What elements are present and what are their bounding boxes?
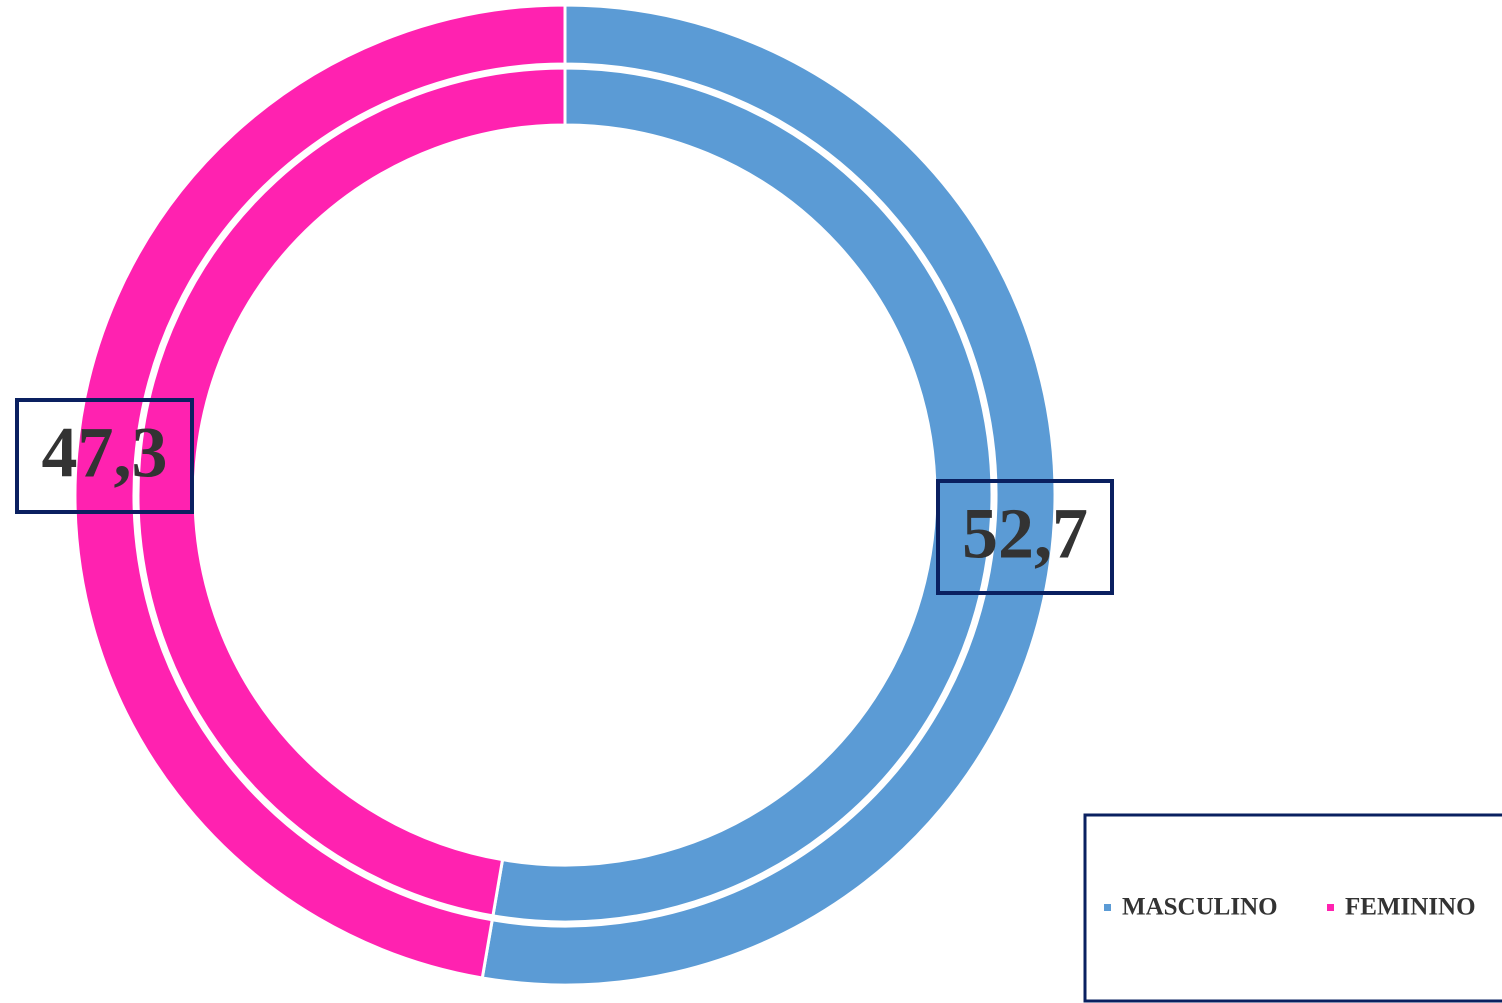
data-label-box	[15, 398, 194, 514]
donut-slice	[73, 3, 567, 980]
legend-marker	[1327, 904, 1334, 911]
legend-label: FEMININO	[1345, 894, 1476, 921]
legend-label: MASCULINO	[1122, 894, 1278, 921]
donut-slice	[136, 66, 567, 918]
legend-marker	[1104, 904, 1111, 911]
donut-slice	[491, 66, 994, 924]
data-label-box	[936, 479, 1114, 595]
data-label: 47,3	[42, 413, 168, 493]
data-label: 52,7	[962, 494, 1088, 574]
legend-box	[1083, 813, 1502, 1003]
donut-slice	[480, 3, 1057, 987]
